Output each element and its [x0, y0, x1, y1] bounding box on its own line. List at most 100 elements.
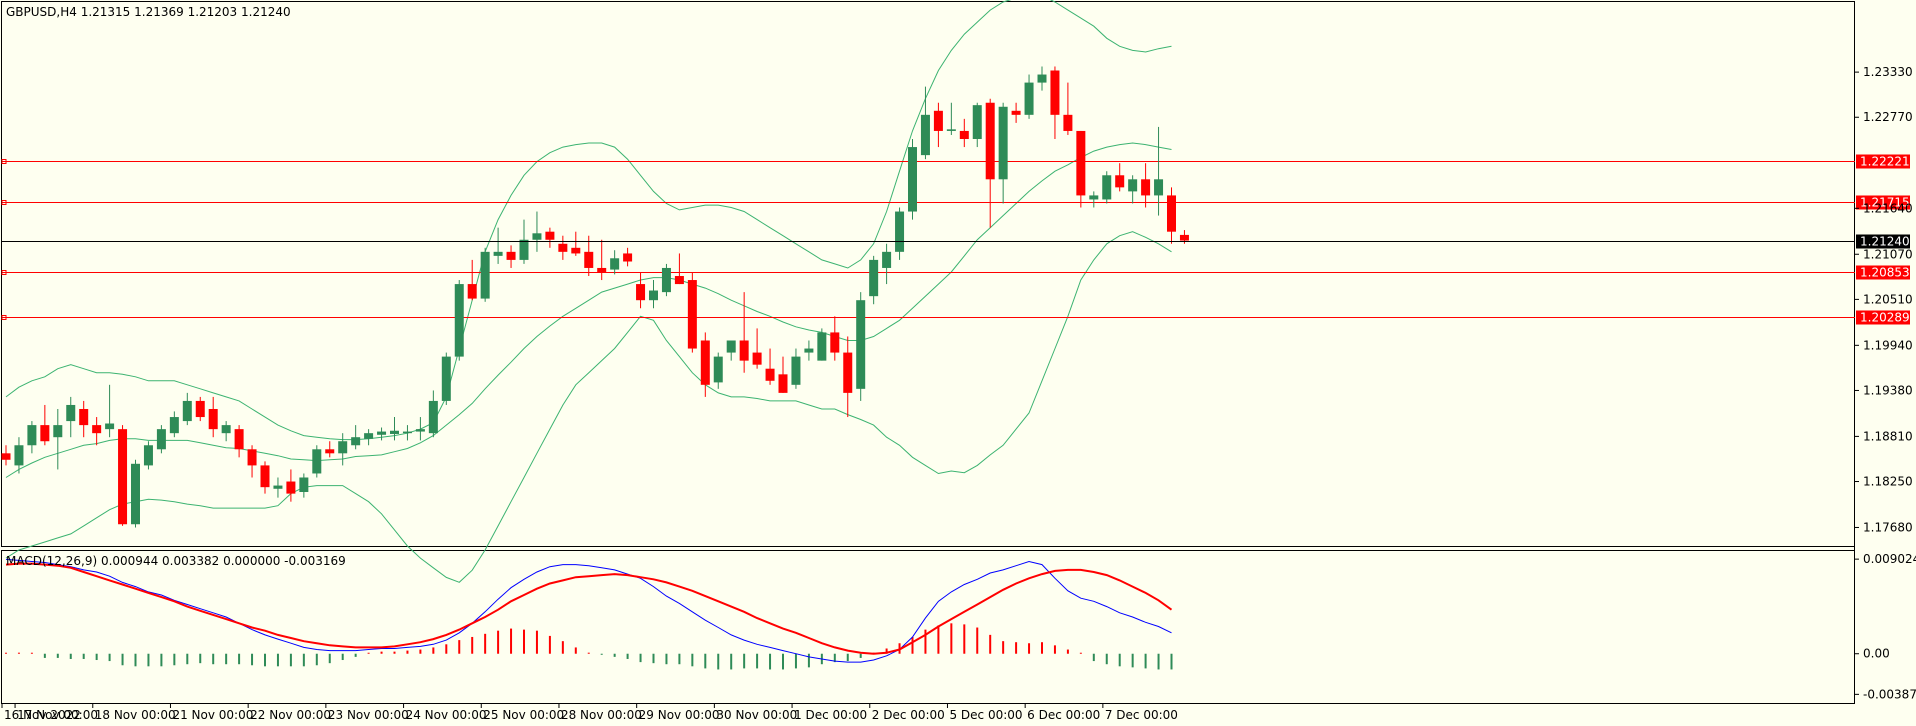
candle-body [234, 429, 244, 450]
candle-body [1050, 70, 1060, 115]
candle-body [143, 445, 153, 466]
price-tick-label: 1.21640 [1863, 201, 1913, 215]
candle-body [351, 437, 361, 446]
candle-body [687, 280, 697, 349]
time-tick-label: 7 Dec 00:00 [1105, 708, 1178, 722]
candle-body [247, 449, 257, 466]
candle-body [1167, 195, 1176, 232]
macd-tick-label: 0.009024 [1863, 552, 1916, 566]
candle-body [791, 356, 801, 385]
chart-header: GBPUSD,H4 1.21315 1.21369 1.21203 1.2124… [6, 5, 291, 19]
macd-signal-line [5, 562, 1173, 655]
candle-body [390, 430, 399, 434]
candle-body [933, 110, 943, 131]
time-tick-label: 23 Nov 00:00 [328, 708, 409, 722]
macd-indicator [5, 558, 1173, 670]
candle-body [1141, 179, 1151, 196]
candle-body [610, 258, 620, 270]
candle-body [623, 253, 633, 262]
candle-body [1115, 175, 1125, 188]
candle-body [895, 211, 905, 252]
candle-body [454, 284, 464, 357]
candle-body [778, 374, 788, 393]
macd-panel-frame [1, 550, 1855, 704]
candle-body [752, 352, 762, 365]
candle-body [1, 453, 11, 460]
current-price-tag [1856, 234, 1910, 249]
time-tick-label: 1 Dec 00:00 [794, 708, 867, 722]
candle-body [195, 400, 205, 418]
level-handle [1, 159, 7, 164]
candle-body [338, 441, 348, 454]
price-tick-label: 1.18810 [1863, 429, 1913, 443]
candle-body [661, 267, 671, 293]
candle-body [545, 231, 555, 240]
candle-body [40, 425, 50, 442]
candle-body [998, 106, 1008, 180]
candle-body [66, 404, 76, 422]
macd-line [5, 558, 1172, 663]
candle-body [221, 425, 231, 434]
main-panel-frame [1, 1, 1855, 547]
candle-body [882, 251, 892, 268]
candle-body [1076, 130, 1086, 196]
candle-body [506, 251, 516, 260]
candle-body [946, 129, 956, 131]
level-tag-label: 1.20289 [1860, 311, 1910, 325]
candle-body [830, 332, 840, 353]
candle-body [959, 130, 969, 140]
time-tick-label: 21 Nov 00:00 [172, 708, 253, 722]
candle-body [1011, 110, 1021, 115]
time-tick-label: 22 Nov 00:00 [250, 708, 331, 722]
time-tick-label: 5 Dec 00:00 [949, 708, 1022, 722]
horizontal-levels[interactable]: 1.22221 1.21715 1.20853 1.20289 [1, 154, 1910, 325]
candle-body [765, 368, 775, 381]
candle-body [519, 239, 529, 260]
price-tick-label: 1.20510 [1863, 292, 1913, 306]
candle-body [364, 433, 374, 439]
candle-body [286, 481, 296, 494]
level-handle [1, 200, 7, 205]
time-tick-label: 25 Nov 00:00 [483, 708, 564, 722]
candle-body [79, 408, 89, 426]
candle-body [312, 449, 322, 474]
candle-body [467, 284, 477, 299]
candle-body [428, 400, 438, 434]
candle-body [260, 465, 270, 488]
candle-body [441, 356, 451, 401]
candle-body [105, 423, 115, 430]
candle-body [169, 417, 179, 434]
candle-body [674, 276, 684, 285]
price-tick-label: 1.19940 [1863, 338, 1913, 352]
candle-body [1154, 179, 1164, 196]
level-handle [1, 270, 7, 275]
price-tick-label: 1.17680 [1863, 520, 1913, 534]
price-tick-label: 1.23330 [1863, 65, 1913, 79]
candle-body [869, 259, 879, 297]
candle-body [325, 449, 335, 454]
candle-body [402, 431, 412, 434]
candle-body [584, 251, 594, 268]
time-tick-label: 28 Nov 00:00 [561, 708, 642, 722]
candle-body [597, 267, 607, 272]
level-tag-label: 1.21715 [1860, 196, 1910, 210]
candle-body [558, 243, 568, 252]
candle-body [299, 477, 309, 493]
candle-body [14, 445, 24, 466]
candle-body [118, 429, 128, 525]
price-tick-label: 1.18250 [1863, 475, 1913, 489]
candle-body [920, 114, 930, 156]
level-tag [1856, 195, 1910, 210]
macd-tick-label: -0.003875 [1863, 687, 1916, 701]
candle-body [804, 348, 814, 353]
candle-body [27, 425, 37, 446]
bollinger-bands [5, 0, 1172, 583]
macd-tick-label: 0.00 [1863, 647, 1890, 661]
price-tick-label: 1.19380 [1863, 383, 1913, 397]
candle-body [571, 247, 581, 254]
candle-body [1089, 195, 1099, 200]
time-tick-label: 16 Nov 2022 [4, 708, 81, 722]
macd-label: MACD(12,26,9) 0.000944 0.003382 0.000000… [6, 554, 346, 568]
candle-body [131, 463, 140, 525]
